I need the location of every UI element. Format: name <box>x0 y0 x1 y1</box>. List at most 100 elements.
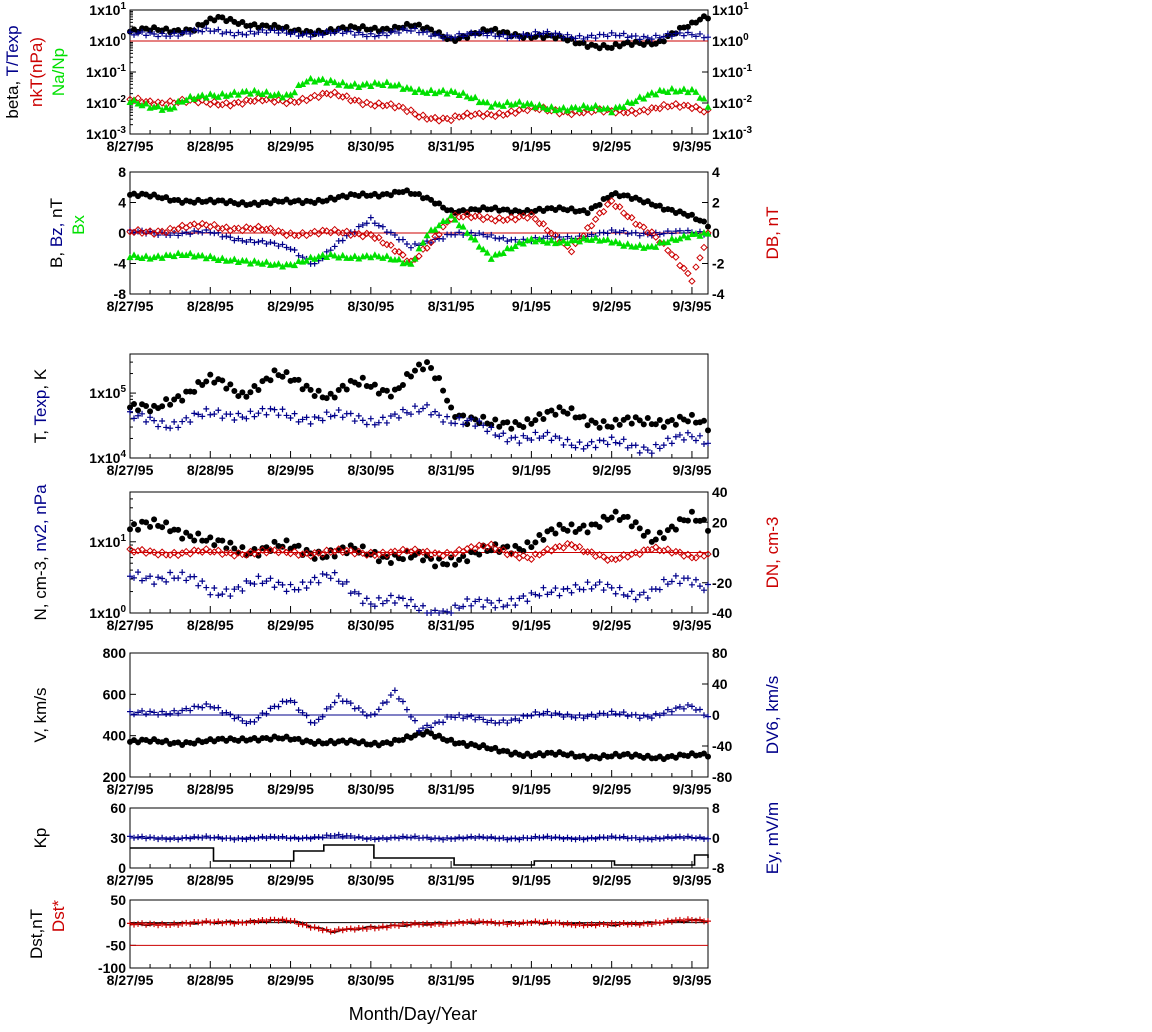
data-point <box>127 408 133 415</box>
data-point <box>367 601 374 608</box>
data-point <box>471 545 479 553</box>
data-point <box>432 563 439 570</box>
series-dot <box>127 187 711 230</box>
y-axis-label-2: nkT(nPa) <box>27 37 46 107</box>
data-point <box>480 30 487 37</box>
data-point <box>303 922 310 929</box>
data-point <box>275 29 282 36</box>
data-point <box>187 707 194 714</box>
data-point <box>127 526 133 533</box>
data-point <box>231 545 238 552</box>
data-point <box>452 231 459 238</box>
data-point <box>519 240 527 247</box>
data-point <box>215 592 222 599</box>
data-point <box>548 920 555 927</box>
data-point <box>444 32 451 39</box>
data-point <box>628 42 635 49</box>
data-point <box>484 233 491 240</box>
data-point <box>314 230 323 238</box>
data-point <box>235 583 242 590</box>
data-point <box>700 417 707 424</box>
data-point <box>455 221 463 229</box>
data-point <box>167 836 174 843</box>
data-point <box>472 919 479 926</box>
data-point <box>387 592 394 599</box>
data-point <box>143 403 150 410</box>
data-point <box>480 422 487 429</box>
y-tick-label: 1x10-3 <box>86 125 126 142</box>
data-point <box>306 552 315 560</box>
data-point <box>131 31 138 38</box>
data-point <box>355 381 362 388</box>
data-point <box>214 93 222 100</box>
data-point <box>503 216 512 224</box>
data-point <box>548 407 555 414</box>
data-point <box>407 596 414 603</box>
data-point <box>656 86 664 94</box>
data-point <box>355 97 363 105</box>
plot-frame <box>129 899 709 969</box>
data-point <box>155 922 162 929</box>
data-point <box>616 834 623 841</box>
data-point <box>246 547 255 556</box>
data-point <box>620 436 627 443</box>
data-point <box>640 41 647 48</box>
data-point <box>660 919 667 926</box>
data-point <box>684 916 691 923</box>
data-point <box>483 98 491 106</box>
data-point <box>411 545 419 553</box>
data-point <box>271 916 278 923</box>
data-point <box>680 834 687 841</box>
data-point <box>652 32 659 39</box>
data-point <box>335 387 342 394</box>
data-point <box>262 225 271 233</box>
data-point <box>359 221 366 228</box>
data-point <box>467 543 475 551</box>
data-point <box>243 919 250 926</box>
data-point <box>343 578 350 585</box>
data-point <box>676 227 683 234</box>
data-point <box>440 35 447 42</box>
y-axis-label: Dst,nT <box>27 909 46 959</box>
data-point <box>592 234 600 241</box>
data-point <box>243 836 250 843</box>
data-point <box>475 212 483 220</box>
data-point <box>632 920 639 927</box>
data-point <box>299 709 306 716</box>
data-point <box>139 28 146 35</box>
data-point <box>500 31 507 38</box>
data-point <box>443 114 451 123</box>
data-point <box>640 532 647 539</box>
data-point <box>323 253 331 261</box>
data-point <box>483 109 491 118</box>
data-point <box>696 432 703 439</box>
data-point <box>615 203 624 211</box>
data-point <box>227 234 234 241</box>
data-point <box>347 28 354 35</box>
data-point <box>271 240 278 247</box>
y-right-tick-label: 20 <box>712 514 728 530</box>
data-point <box>427 114 435 123</box>
data-point <box>359 100 367 109</box>
data-point <box>339 414 346 421</box>
data-point <box>587 548 596 556</box>
data-point <box>444 561 451 568</box>
data-point <box>395 255 403 263</box>
data-point <box>299 31 306 38</box>
data-point <box>612 590 619 597</box>
panel-p2: 8/27/95 8/28/95 8/29/95 8/30/95 8/31/95 9/1/9… <box>47 164 782 314</box>
data-point <box>548 526 555 533</box>
y-right-tick-label: -4 <box>712 286 725 302</box>
y-tick-label: -4 <box>114 256 127 272</box>
data-point <box>439 552 447 560</box>
data-point <box>163 578 170 585</box>
y-right-tick-label: -8 <box>712 860 725 876</box>
series-plus <box>127 687 711 734</box>
data-point <box>456 711 463 718</box>
data-point <box>270 546 279 554</box>
data-point <box>624 513 631 520</box>
x-tick-label: 8/30/95 <box>347 972 394 988</box>
data-point <box>379 923 386 930</box>
data-point <box>395 594 402 601</box>
data-point <box>283 369 290 376</box>
